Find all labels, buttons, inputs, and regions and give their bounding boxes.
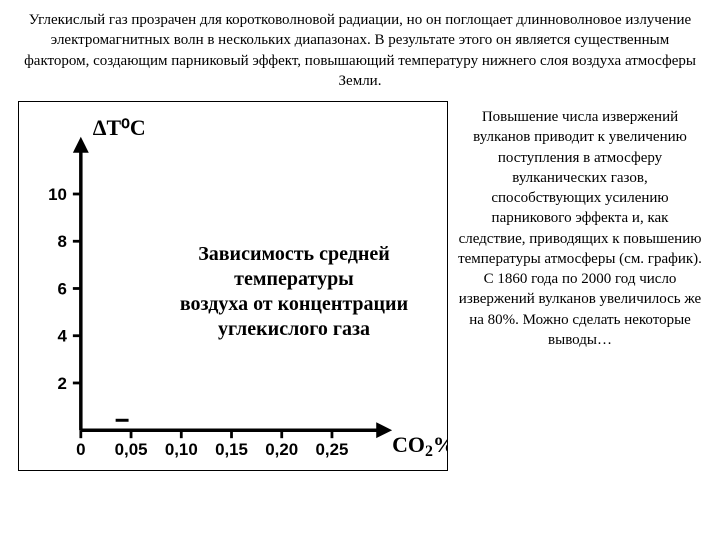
svg-text:2: 2 [57, 374, 66, 393]
svg-text:0,20: 0,20 [265, 440, 298, 459]
svg-text:ΔT⁰C: ΔT⁰C [93, 116, 146, 140]
svg-text:0: 0 [76, 440, 85, 459]
svg-text:6: 6 [57, 279, 66, 298]
svg-text:8: 8 [57, 232, 66, 251]
svg-text:4: 4 [57, 327, 67, 346]
svg-text:10: 10 [48, 185, 67, 204]
svg-text:0,15: 0,15 [215, 440, 248, 459]
chart-container: ΔT⁰C CO2% 2 4 6 8 10 0 0,05 0,10 0,15 0,20 0,25 Зави… [18, 101, 448, 471]
chart-title: Зависимость среднейтемпературывоздуха от… [164, 242, 424, 342]
side-paragraph: Повышение числа извержений вулканов прив… [458, 101, 702, 471]
svg-text:0,05: 0,05 [115, 440, 148, 459]
svg-text:0,10: 0,10 [165, 440, 198, 459]
svg-text:0,25: 0,25 [316, 440, 349, 459]
intro-paragraph: Углекислый газ прозрачен для коротковолн… [18, 10, 702, 91]
content-row: ΔT⁰C CO2% 2 4 6 8 10 0 0,05 0,10 0,15 0,20 0,25 Зави… [18, 101, 702, 471]
svg-text:CO2%: CO2% [392, 433, 447, 460]
